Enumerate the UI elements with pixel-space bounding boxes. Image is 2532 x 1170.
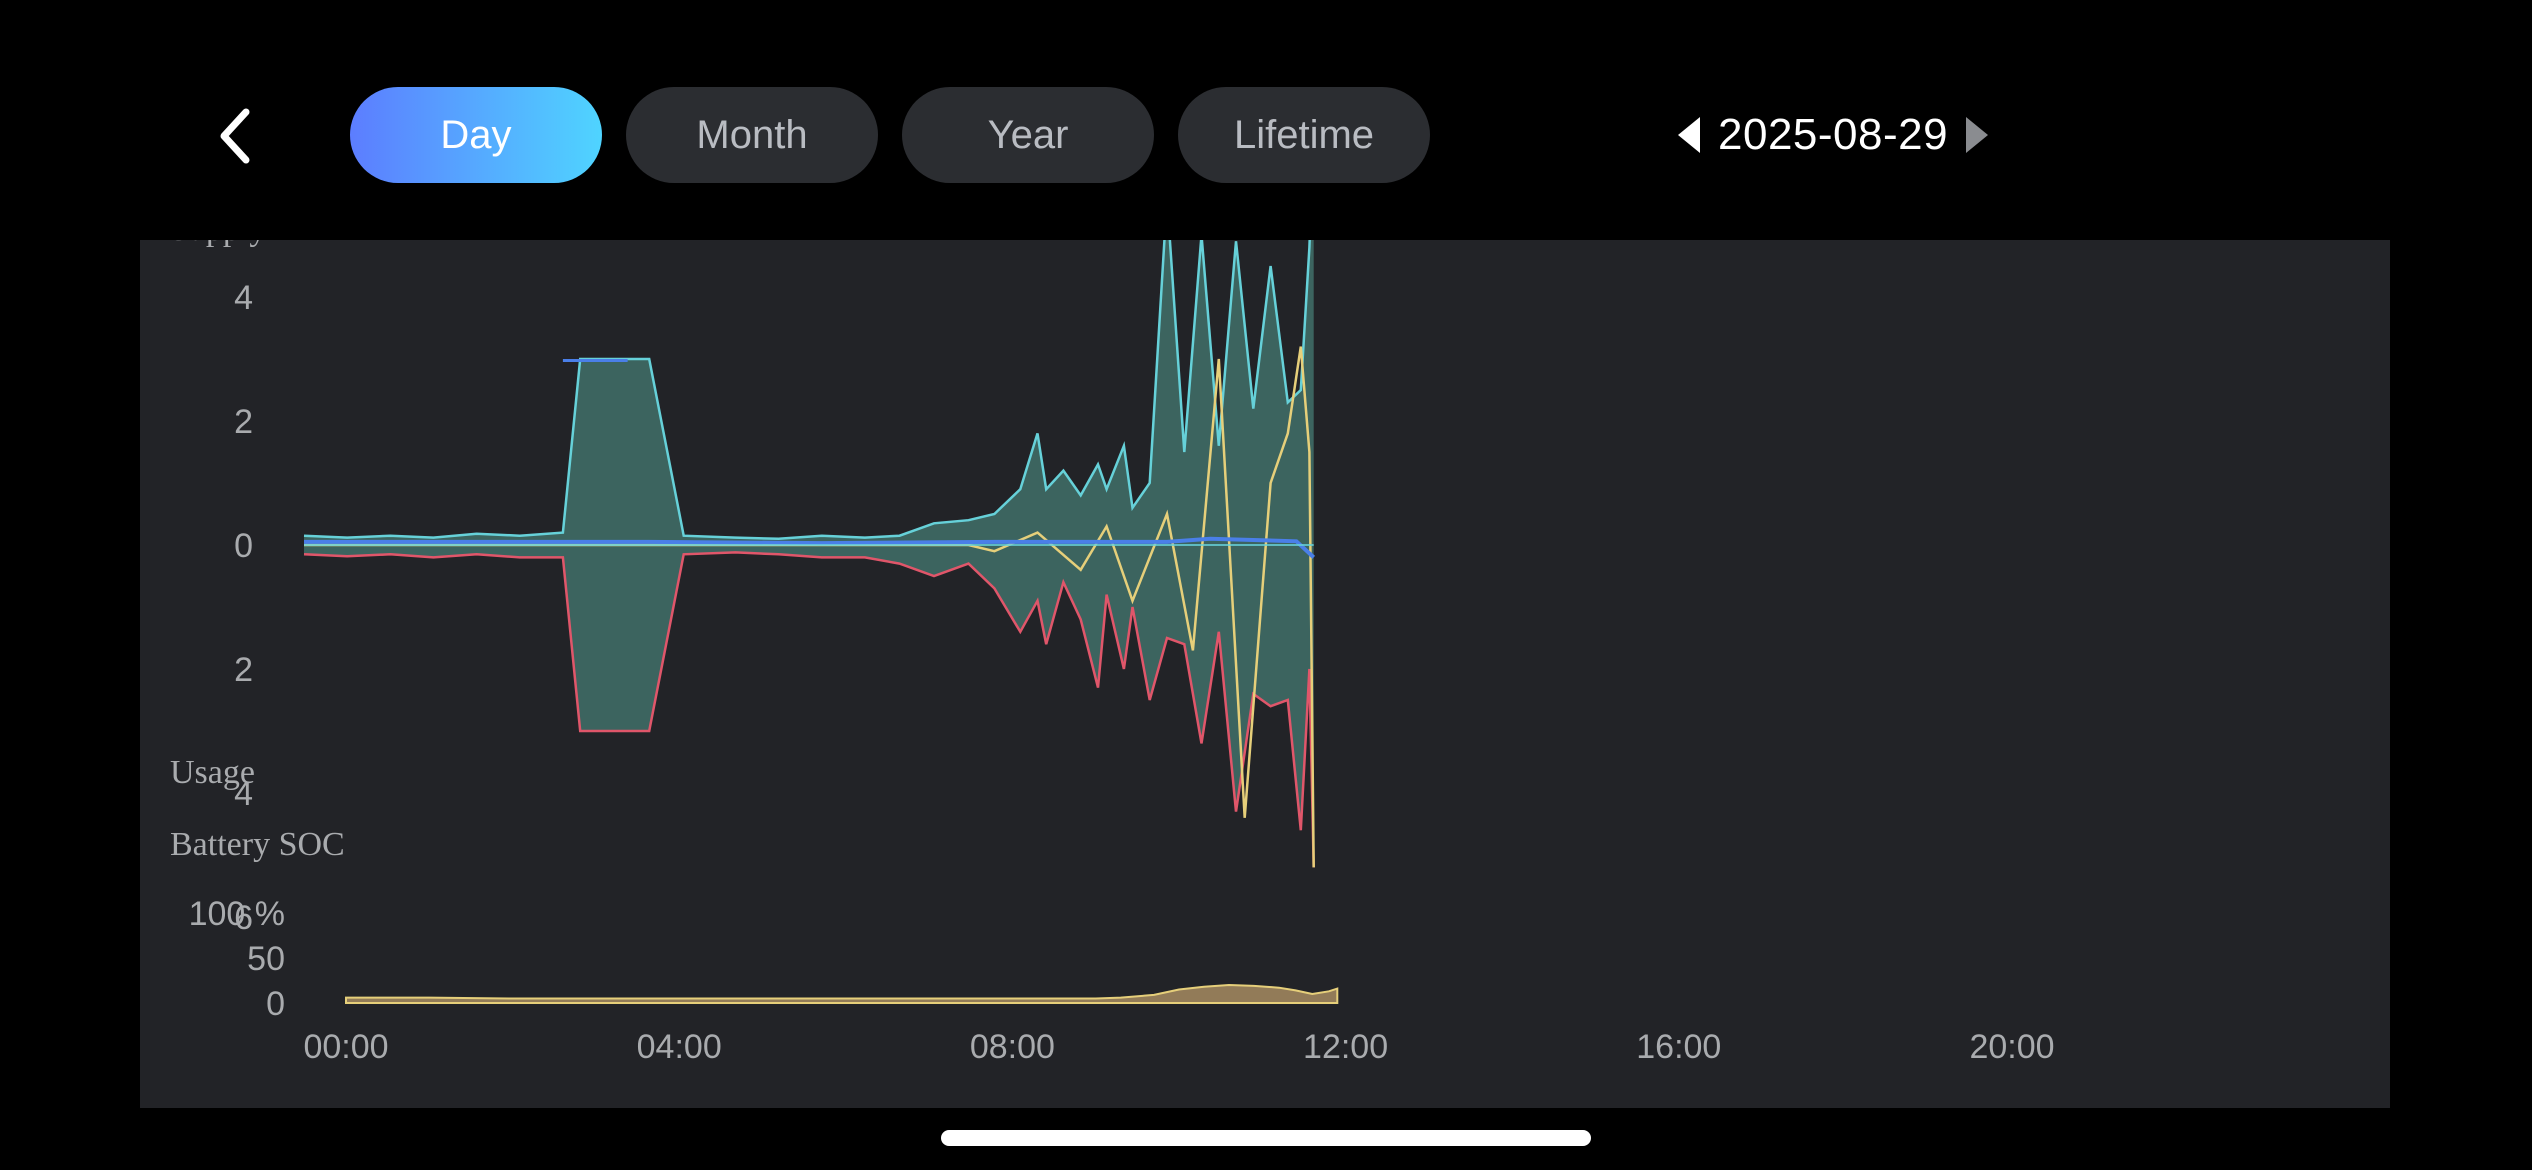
caret-right-icon[interactable] (1966, 117, 1989, 153)
date-label[interactable]: 2025-08-29 (1718, 110, 1949, 159)
tab-month[interactable]: Month (626, 87, 878, 183)
supply-block-edge (562, 359, 628, 362)
y-tick-label: 0 (234, 527, 253, 565)
tab-day[interactable]: Day (350, 87, 602, 183)
y-tick-label: 2 (234, 651, 253, 689)
soc-y-tick-label: 50 (247, 940, 285, 978)
period-tabs: Day Month Year Lifetime (350, 87, 1430, 183)
chevron-left-icon (220, 108, 250, 164)
soc-area (345, 983, 1339, 1004)
tab-year[interactable]: Year (902, 87, 1154, 183)
x-tick-label: 16:00 (1636, 1028, 1721, 1066)
battery-soc-title: Battery SOC (170, 826, 345, 863)
x-tick-label: 00:00 (303, 1028, 388, 1066)
date-navigator: 2025-08-29 (1678, 100, 1989, 170)
usage-area (304, 545, 1314, 868)
home-indicator (941, 1130, 1591, 1146)
x-tick-label: 12:00 (1303, 1028, 1388, 1066)
y-tick-label: 4 (234, 775, 253, 813)
x-tick-label: 04:00 (637, 1028, 722, 1066)
y-tick-label: 2 (234, 403, 253, 441)
back-button[interactable] (196, 96, 276, 176)
tab-lifetime[interactable]: Lifetime (1178, 87, 1430, 183)
x-tick-label: 20:00 (1969, 1028, 2054, 1066)
usage-label: Usage (170, 754, 255, 791)
caret-left-icon[interactable] (1678, 117, 1700, 153)
supply-area (304, 240, 1314, 545)
supply-line (303, 240, 1311, 541)
usage-line (303, 551, 1315, 868)
grid-line (304, 536, 1316, 559)
x-tick-label: 08:00 (970, 1028, 1055, 1066)
soc-y-tick-label: 0 (266, 985, 285, 1023)
supply-label-clipped: Supply (170, 240, 266, 248)
soc-y-tick-label: 100 % (189, 895, 285, 933)
y-tick-label: 4 (234, 279, 253, 317)
y-tick-label: 6 (234, 899, 253, 937)
